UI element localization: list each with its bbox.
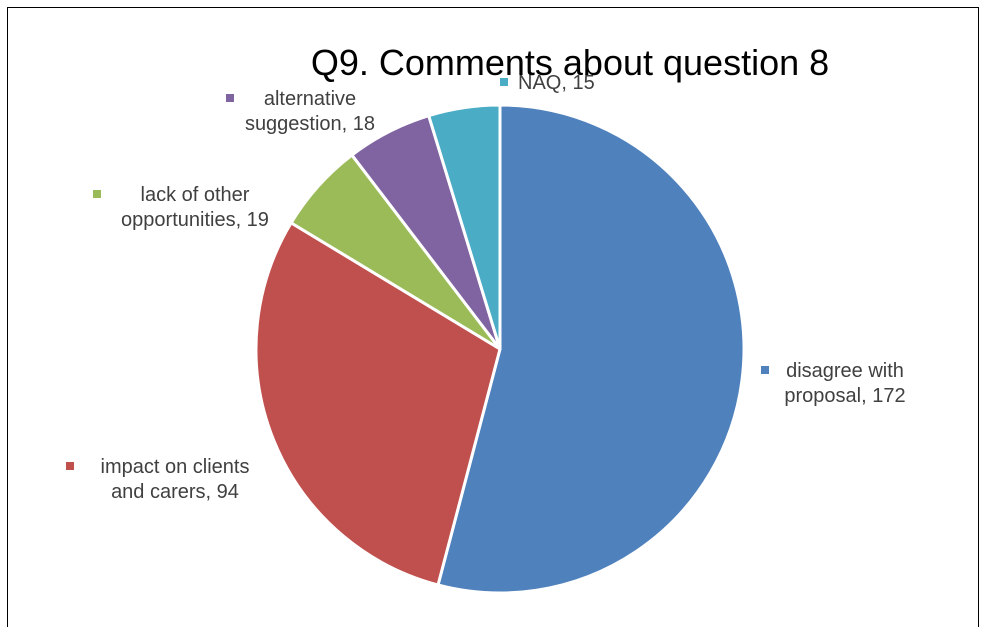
data-label-text: alternative [264, 88, 356, 110]
legend-marker [93, 190, 101, 198]
pie-slice-naq [427, 103, 502, 351]
data-label: NAQ, 15 [500, 72, 595, 94]
data-label-text: lack of other [141, 184, 250, 206]
data-label-text: disagree with [786, 360, 904, 382]
legend-marker [761, 366, 769, 374]
legend-marker [226, 94, 234, 102]
data-label: disagree with proposal, 172 [761, 360, 906, 407]
data-label-text: NAQ, 15 [518, 72, 595, 94]
labels-layer: disagree with proposal, 172 impact on clie… [66, 72, 906, 503]
data-label: impact on clients and carers, 94 [66, 456, 249, 503]
legend-marker [66, 462, 74, 470]
data-label-text: impact on clients [101, 456, 250, 478]
data-label-text: and carers, 94 [111, 481, 239, 503]
slices-layer [254, 103, 746, 595]
chart-frame [7, 7, 979, 627]
data-label: lack of other opportunities, 19 [93, 184, 269, 231]
data-label-text: suggestion, 18 [245, 113, 375, 135]
legend-marker [500, 78, 508, 86]
pie-slice-disagree-with-proposal [436, 103, 746, 595]
data-label-text: proposal, 172 [784, 385, 905, 407]
data-label: alternative suggestion, 18 [226, 88, 375, 135]
chart-title: Q9. Comments about question 8 [311, 42, 829, 83]
data-label-text: opportunities, 19 [121, 209, 269, 231]
